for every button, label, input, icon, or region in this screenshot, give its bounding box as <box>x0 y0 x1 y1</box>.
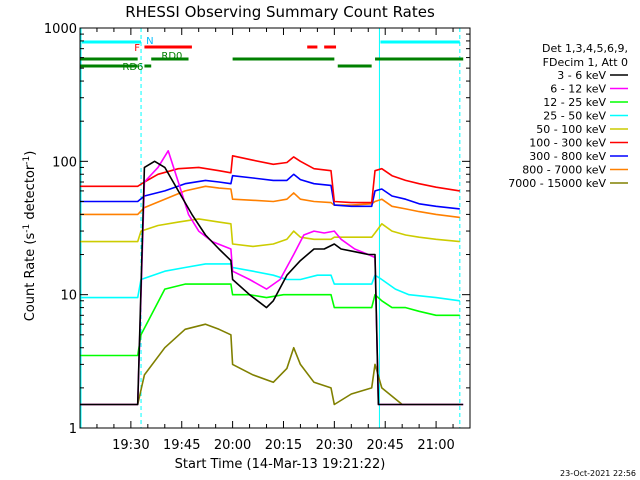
y-axis-label-sup2: -1 <box>22 156 32 165</box>
n-flag-label: N <box>146 36 153 47</box>
legend-item-label: 100 - 300 keV <box>529 137 606 150</box>
y-axis-label-main: Count Rate (s <box>23 233 38 322</box>
x-tick-label: 20:00 <box>214 438 251 453</box>
legend-item-label: 25 - 50 keV <box>543 110 606 123</box>
x-tick-label: 20:15 <box>265 438 302 453</box>
y-axis-ticks: 1 10 100 1000 <box>44 22 470 437</box>
series-line <box>80 155 460 204</box>
x-tick-label: 21:00 <box>417 438 454 453</box>
x-axis-ticks: 19:30 19:45 20:00 20:15 20:30 20:45 21:00 <box>96 28 455 453</box>
f-flag-label: F <box>134 43 140 54</box>
rd0-flag-label: RD0 <box>161 51 182 62</box>
legend-header-line-1: Det 1,3,4,5,6,9, <box>542 42 628 55</box>
legend-item-label: 12 - 25 keV <box>543 96 606 109</box>
legend-item-label: 3 - 6 keV <box>557 69 606 82</box>
series-line <box>80 150 464 406</box>
chart-title: RHESSI Observing Summary Count Rates <box>125 3 435 21</box>
x-axis-label: Start Time (14-Mar-13 19:21:22) <box>175 457 386 472</box>
y-tick-label: 1000 <box>44 22 77 37</box>
y-axis-label-end: ) <box>23 151 38 156</box>
night-shading <box>80 28 461 428</box>
legend-item-label: 300 - 800 keV <box>529 150 606 163</box>
series-line <box>80 218 460 248</box>
y-tick-label: 10 <box>60 289 77 304</box>
legend-item-label: 50 - 100 keV <box>536 123 606 136</box>
series-line <box>80 323 460 406</box>
y-axis-label-mid: detector <box>23 164 38 224</box>
series-line <box>80 185 460 219</box>
plot-frame <box>79 27 471 429</box>
y-tick-label: 1 <box>69 422 77 437</box>
series-line <box>80 263 460 302</box>
y-axis-label-sup1: -1 <box>22 224 32 233</box>
x-tick-label: 20:45 <box>366 438 403 453</box>
series-line <box>80 173 460 210</box>
footer-date: 23-Oct-2021 22:56 <box>560 469 636 478</box>
flag-bars: NF RD0 RD6 <box>80 36 464 73</box>
y-tick-label: 100 <box>52 155 77 170</box>
legend-item-label: 7000 - 15000 keV <box>508 177 606 190</box>
legend-item-label: 6 - 12 keV <box>550 83 606 96</box>
series-line <box>80 160 464 406</box>
x-tick-label: 20:30 <box>316 438 353 453</box>
series-group <box>80 150 464 406</box>
series-line <box>80 283 460 357</box>
legend-header-line-2: FDecim 1, Att 0 <box>543 56 628 69</box>
x-tick-label: 19:45 <box>163 438 200 453</box>
x-tick-label: 19:30 <box>112 438 149 453</box>
y-axis-label: Count Rate (s-1 detector-1) <box>22 151 38 322</box>
legend: Det 1,3,4,5,6,9, FDecim 1, Att 0 3 - 6 k… <box>508 42 628 190</box>
rd6-flag-label: RD6 <box>122 62 143 73</box>
legend-item-label: 800 - 7000 keV <box>522 164 606 177</box>
